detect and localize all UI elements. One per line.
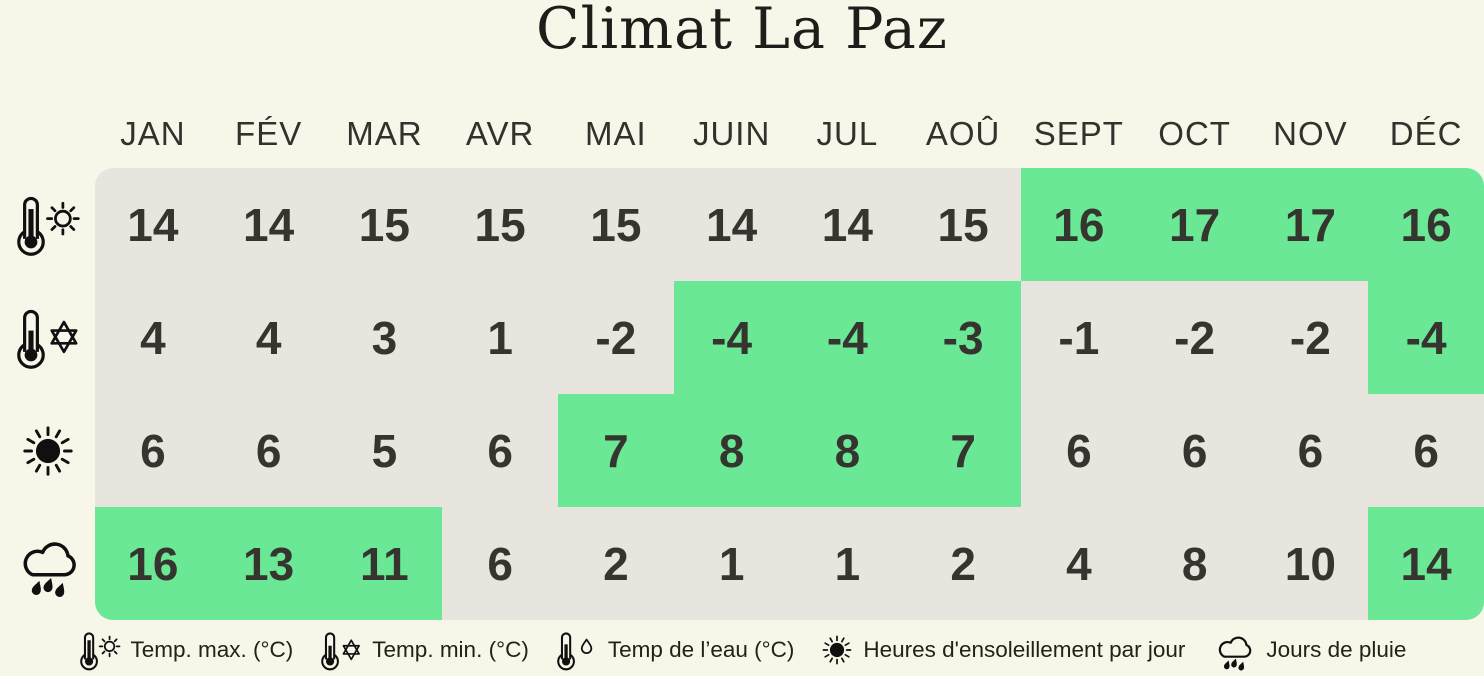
month-label-JAN: JAN xyxy=(120,115,186,152)
sun-icon xyxy=(820,633,854,667)
month-label-OCT: OCT xyxy=(1158,115,1231,152)
cell-temp-max-MAI: 15 xyxy=(558,168,674,281)
cell-temp-max-SEPT: 16 xyxy=(1021,168,1137,281)
cell-rain-days-NOV: 10 xyxy=(1252,507,1369,620)
legend: Temp. max. (°C) Temp. min. (°C) Temp de … xyxy=(0,626,1484,674)
cell-sun-hours-JUL: 8 xyxy=(789,394,906,507)
cell-rain-days-SEPT: 4 xyxy=(1021,507,1137,620)
legend-item-water-temp: Temp de l’eau (°C) xyxy=(555,630,795,671)
cell-rain-days-DÉC: 14 xyxy=(1368,507,1484,620)
month-label-DÉC: DÉC xyxy=(1389,115,1463,152)
cell-temp-min-MAR: 3 xyxy=(326,281,443,394)
cell-temp-min-AOÛ: -3 xyxy=(905,281,1021,394)
thermometer-snowflake-icon xyxy=(0,281,95,394)
sun-icon xyxy=(0,394,95,507)
cell-temp-max-AOÛ: 15 xyxy=(905,168,1021,281)
cell-rain-days-MAI: 2 xyxy=(558,507,674,620)
rain-cloud-icon xyxy=(0,507,95,620)
cell-rain-days-JAN: 16 xyxy=(95,507,211,620)
cell-sun-hours-OCT: 6 xyxy=(1136,394,1253,507)
month-label-MAI: MAI xyxy=(585,115,647,152)
cell-temp-max-DÉC: 16 xyxy=(1368,168,1484,281)
thermometer-sun-icon xyxy=(0,168,95,281)
month-label-JUIN: JUIN xyxy=(692,115,771,152)
month-label-NOV: NOV xyxy=(1273,115,1348,152)
cell-rain-days-AVR: 6 xyxy=(442,507,558,620)
legend-label: Temp. min. (°C) xyxy=(372,637,529,662)
cell-sun-hours-DÉC: 6 xyxy=(1368,394,1484,507)
thermometer-snowflake-icon xyxy=(319,630,363,671)
cell-temp-min-JUL: -4 xyxy=(789,281,906,394)
legend-item-temp-max: Temp. max. (°C) xyxy=(78,630,294,671)
month-label-SEPT: SEPT xyxy=(1033,115,1124,152)
legend-label: Temp de l’eau (°C) xyxy=(607,637,795,662)
cell-rain-days-JUIN: 1 xyxy=(673,507,790,620)
cell-temp-max-NOV: 17 xyxy=(1252,168,1369,281)
cell-rain-days-MAR: 11 xyxy=(326,507,443,620)
month-label-AOÛ: AOÛ xyxy=(925,115,1001,152)
cell-rain-days-OCT: 8 xyxy=(1136,507,1253,620)
cell-temp-min-MAI: -2 xyxy=(558,281,674,394)
cell-sun-hours-AOÛ: 7 xyxy=(905,394,1021,507)
month-label-AVR: AVR xyxy=(465,115,535,152)
cell-temp-min-JUIN: -4 xyxy=(673,281,790,394)
cell-temp-min-NOV: -2 xyxy=(1252,281,1369,394)
month-label-FÉV: FÉV xyxy=(235,115,303,152)
legend-item-sun-hours: Heures d'ensoleillement par jour xyxy=(820,633,1185,667)
cell-temp-max-OCT: 17 xyxy=(1136,168,1253,281)
legend-label: Jours de pluie xyxy=(1266,637,1407,662)
cell-temp-min-OCT: -2 xyxy=(1136,281,1253,394)
cell-temp-max-FÉV: 14 xyxy=(210,168,327,281)
cell-temp-min-AVR: 1 xyxy=(442,281,558,394)
cell-sun-hours-SEPT: 6 xyxy=(1021,394,1137,507)
thermometer-sun-icon xyxy=(78,630,122,671)
cell-sun-hours-AVR: 6 xyxy=(442,394,558,507)
cell-temp-max-JUL: 14 xyxy=(789,168,906,281)
month-header-row: JAN FÉV MAR AVR MAI JUIN JUL AOÛ SEPT OCT NOV DÉC xyxy=(95,108,1484,160)
legend-label: Heures d'ensoleillement par jour xyxy=(863,637,1186,662)
cell-temp-min-SEPT: -1 xyxy=(1021,281,1137,394)
cell-temp-min-JAN: 4 xyxy=(95,281,211,394)
cell-rain-days-FÉV: 13 xyxy=(210,507,327,620)
legend-item-temp-min: Temp. min. (°C) xyxy=(319,630,529,671)
legend-item-rain-days: Jours de pluie xyxy=(1211,629,1406,671)
cell-sun-hours-NOV: 6 xyxy=(1252,394,1369,507)
cell-sun-hours-MAI: 7 xyxy=(558,394,674,507)
climate-table: 14 14 15 15 15 14 14 15 16 17 17 16 4 4 3 1 -2 -4 -4 -3 -1 -2… xyxy=(95,168,1484,620)
cell-sun-hours-JUIN: 8 xyxy=(673,394,790,507)
month-label-JUL: JUL xyxy=(816,115,879,152)
cell-temp-max-JUIN: 14 xyxy=(673,168,790,281)
cell-sun-hours-MAR: 5 xyxy=(326,394,443,507)
page-title: Climat La Paz xyxy=(536,0,948,62)
cell-temp-max-MAR: 15 xyxy=(326,168,443,281)
cell-sun-hours-JAN: 6 xyxy=(95,394,211,507)
cell-temp-max-AVR: 15 xyxy=(442,168,558,281)
cell-temp-min-DÉC: -4 xyxy=(1368,281,1484,394)
month-label-MAR: MAR xyxy=(346,115,423,152)
cell-rain-days-JUL: 1 xyxy=(789,507,906,620)
cell-rain-days-AOÛ: 2 xyxy=(905,507,1021,620)
row-icon-column xyxy=(0,168,95,620)
thermometer-droplet-icon xyxy=(555,630,599,671)
cell-temp-min-FÉV: 4 xyxy=(210,281,327,394)
cell-sun-hours-FÉV: 6 xyxy=(210,394,327,507)
rain-cloud-icon xyxy=(1211,629,1257,671)
cell-temp-max-JAN: 14 xyxy=(95,168,211,281)
legend-label: Temp. max. (°C) xyxy=(130,637,294,662)
